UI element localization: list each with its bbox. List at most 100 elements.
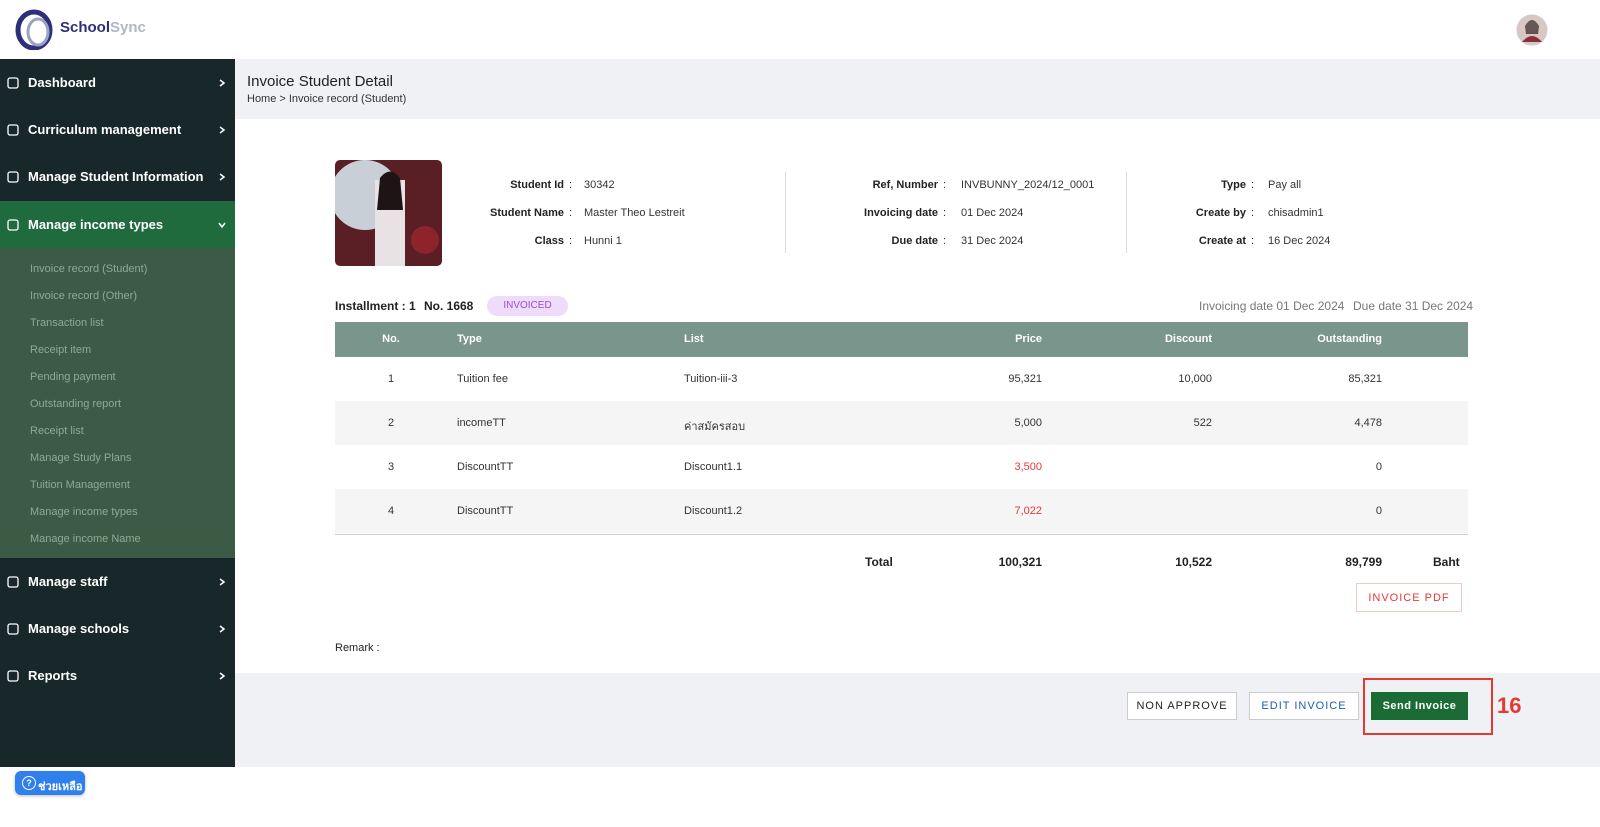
- cell-outstanding: 4,478: [1354, 417, 1382, 429]
- separator: :: [1251, 207, 1255, 219]
- send-invoice-button[interactable]: Send Invoice: [1371, 692, 1468, 720]
- field-label: Due date: [891, 235, 938, 247]
- invoice-pdf-button[interactable]: INVOICE PDF: [1356, 583, 1462, 612]
- column-header: Discount: [1164, 333, 1212, 345]
- menu-label: Manage Student Information: [28, 169, 204, 184]
- brand-second: Sync: [110, 19, 146, 36]
- menu-item[interactable]: Manage Student Information: [0, 153, 235, 200]
- menu-item[interactable]: Reports: [0, 652, 235, 699]
- field-value: INVBUNNY_2024/12_0001: [961, 179, 1095, 191]
- cell-type: incomeTT: [457, 417, 506, 429]
- menu-icon: [7, 124, 19, 136]
- submenu-item[interactable]: Manage income Name: [30, 533, 141, 545]
- installment: Installment : 1: [335, 299, 416, 313]
- expanded-menu[interactable]: [0, 201, 235, 248]
- brand: SchoolSync: [60, 19, 146, 36]
- field-value: 16 Dec 2024: [1268, 235, 1331, 247]
- submenu-item[interactable]: Transaction list: [30, 317, 104, 329]
- submenu-item[interactable]: Manage Study Plans: [30, 452, 132, 464]
- logo: [15, 9, 53, 50]
- help-button[interactable]: ? ช่วยเหลือ: [15, 771, 85, 795]
- field-value: 01 Dec 2024: [961, 207, 1024, 219]
- menu-icon: [7, 219, 19, 231]
- cell-list: Discount1.2: [684, 505, 743, 517]
- separator: :: [569, 179, 573, 191]
- menu-item[interactable]: Dashboard: [0, 59, 235, 106]
- cell-list: Discount1.1: [684, 461, 743, 473]
- page-title: Invoice Student Detail: [247, 73, 393, 90]
- field-label: Student Id: [510, 179, 564, 191]
- submenu-item[interactable]: Pending payment: [30, 371, 116, 383]
- column-header: No.: [382, 333, 400, 345]
- cell-type: DiscountTT: [457, 461, 514, 473]
- help-label: ช่วยเหลือ: [38, 781, 83, 793]
- cell-discount: 10,000: [1178, 373, 1212, 385]
- column-header: Type: [457, 333, 482, 345]
- student-photo: [335, 160, 442, 266]
- cell-no: 3: [387, 461, 395, 473]
- menu-icon: [7, 171, 19, 183]
- row-bg: [335, 489, 1468, 533]
- menu-icon: [7, 670, 19, 682]
- status-badge: INVOICED: [487, 296, 568, 316]
- submenu-panel: [0, 248, 235, 558]
- cell-price: 3,500: [1014, 461, 1042, 473]
- field-value: Hunni 1: [584, 235, 622, 247]
- submenu-item[interactable]: Outstanding report: [30, 398, 122, 410]
- field-value: Pay all: [1268, 179, 1302, 191]
- separator: :: [569, 207, 573, 219]
- annotation: 16: [1497, 693, 1522, 718]
- submenu-item[interactable]: Tuition Management: [30, 479, 130, 491]
- chevron: [219, 126, 226, 134]
- non-approve-button[interactable]: NON APPROVE: [1127, 692, 1237, 720]
- cell-outstanding: 0: [1375, 461, 1382, 473]
- field-label: Ref, Number: [872, 179, 938, 191]
- user-avatar[interactable]: [1516, 14, 1548, 46]
- chevron: [219, 672, 226, 680]
- field-label: Student Name: [490, 207, 564, 219]
- cell-list: ค่าสมัครสอบ: [684, 421, 746, 433]
- menu-item[interactable]: Manage income types: [0, 201, 235, 248]
- menu-label: Manage staff: [28, 574, 108, 589]
- edit-invoice-button[interactable]: EDIT INVOICE: [1249, 692, 1359, 720]
- column-header: Price: [1015, 333, 1042, 345]
- total-discount: 10,522: [1175, 555, 1212, 569]
- menu-label: Reports: [28, 668, 78, 683]
- cell-no: 1: [387, 373, 395, 385]
- submenu-item[interactable]: Invoice record (Other): [30, 290, 137, 302]
- total-label: Total: [865, 555, 893, 569]
- submenu-item[interactable]: Manage income types: [30, 506, 138, 518]
- chevron: [219, 625, 226, 633]
- menu-label: Curriculum management: [28, 122, 182, 137]
- menu-item[interactable]: Manage schools: [0, 605, 235, 652]
- submenu-item[interactable]: Receipt item: [30, 344, 92, 356]
- menu-icon: [7, 576, 19, 588]
- cell-outstanding: 85,321: [1348, 373, 1382, 385]
- field-label: Class: [534, 235, 564, 247]
- total-price: 100,321: [998, 555, 1042, 569]
- submenu-item[interactable]: Receipt list: [30, 425, 84, 437]
- menu-icon: [7, 77, 19, 89]
- field-value: Master Theo Lestreit: [584, 207, 685, 219]
- separator: :: [943, 179, 947, 191]
- menu-item[interactable]: Manage staff: [0, 558, 235, 605]
- submenu-item[interactable]: Invoice record (Student): [30, 263, 148, 275]
- column-header: List: [684, 333, 704, 345]
- cell-price: 7,022: [1014, 505, 1042, 517]
- chevron: [219, 173, 226, 181]
- menu-label: Dashboard: [28, 75, 96, 90]
- chevron: [219, 578, 226, 586]
- menu-label: Manage schools: [28, 621, 130, 636]
- menu-item[interactable]: Curriculum management: [0, 106, 235, 153]
- field-label: Invoicing date: [864, 207, 938, 219]
- breadcrumb[interactable]: Home > Invoice record (Student): [247, 93, 407, 105]
- field-value: 30342: [584, 179, 615, 191]
- field-value: chisadmin1: [1268, 207, 1324, 219]
- separator: :: [1251, 179, 1255, 191]
- separator: :: [943, 207, 947, 219]
- sidebar: Dashboard Curriculum management Manage Stu…: [0, 59, 235, 767]
- cell-outstanding: 0: [1375, 505, 1382, 517]
- currency: Baht: [1433, 555, 1460, 569]
- invoice-number: No. 1668: [424, 299, 474, 313]
- due-date: Due date 31 Dec 2024: [1353, 299, 1474, 313]
